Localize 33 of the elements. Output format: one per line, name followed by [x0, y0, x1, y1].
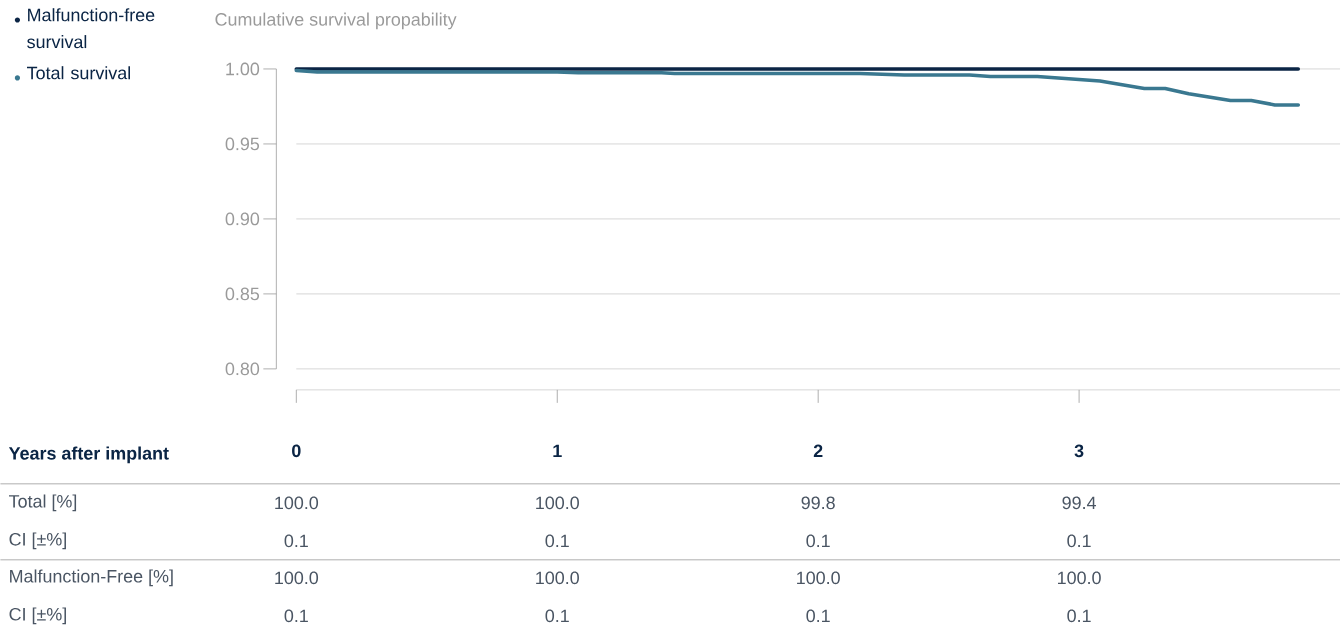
y-axis-title: Cumulative survival propability: [215, 12, 457, 30]
text: 0.1: [284, 534, 308, 548]
legend-label: Malfunction-free survival: [27, 8, 155, 49]
text: 100.0: [797, 571, 840, 585]
text: 0.1: [545, 534, 569, 548]
text: 100.0: [536, 571, 579, 585]
y-tick-label: 0.90: [225, 212, 260, 226]
text: Total [%]: [9, 494, 77, 512]
text: 0.1: [1067, 534, 1091, 548]
text: 99.4: [1062, 496, 1097, 510]
text: 100.0: [275, 496, 319, 510]
text: Malfunction-Free [%]: [10, 569, 173, 587]
text: 100.0: [275, 571, 319, 585]
text: 100.0: [536, 496, 579, 510]
x-tick-label: 2: [813, 444, 823, 458]
text: 0.1: [284, 609, 308, 623]
y-tick-label: 0.85: [225, 287, 260, 301]
text: 100.0: [1058, 571, 1101, 585]
legend-label: Total survival: [27, 66, 130, 80]
text: 0.1: [806, 534, 830, 548]
text: 0.1: [545, 609, 569, 623]
y-tick-label: 0.95: [225, 137, 260, 151]
x-tick-label: 3: [1074, 444, 1084, 458]
text: 0.1: [806, 609, 830, 623]
x-axis-title: Years after implant: [8, 446, 169, 464]
y-tick-label: 1.00: [226, 62, 260, 76]
text: CI [±%]: [9, 532, 66, 550]
text: 99.8: [801, 496, 835, 510]
x-tick-label: 1: [553, 444, 562, 458]
x-tick-label: 0: [292, 444, 301, 458]
text: CI [±%]: [9, 607, 66, 625]
text: 0.1: [1067, 609, 1091, 623]
y-tick-label: 0.80: [225, 362, 260, 376]
